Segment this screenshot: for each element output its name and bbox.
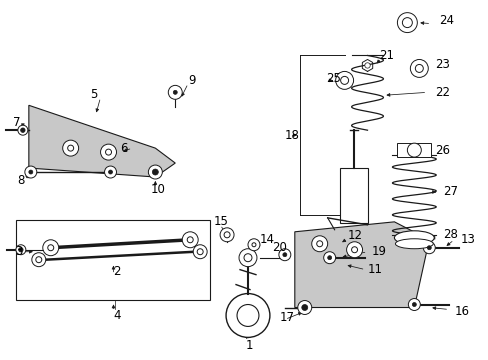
Polygon shape	[294, 222, 428, 307]
Polygon shape	[29, 105, 175, 177]
Text: 4: 4	[113, 309, 121, 322]
Circle shape	[182, 232, 198, 248]
Circle shape	[225, 293, 269, 337]
Circle shape	[173, 90, 177, 94]
Circle shape	[67, 145, 74, 151]
Text: 20: 20	[271, 241, 286, 254]
Text: 21: 21	[379, 49, 394, 62]
Text: 15: 15	[214, 215, 228, 228]
Circle shape	[346, 242, 362, 258]
Text: 5: 5	[90, 88, 98, 101]
Circle shape	[168, 85, 182, 99]
Text: 18: 18	[285, 129, 299, 142]
Circle shape	[224, 232, 229, 238]
Text: 28: 28	[442, 228, 457, 241]
Circle shape	[62, 140, 79, 156]
Text: 27: 27	[442, 185, 457, 198]
Text: 8: 8	[17, 174, 24, 186]
Text: 26: 26	[434, 144, 449, 157]
Text: 7: 7	[13, 116, 20, 129]
Circle shape	[340, 76, 348, 84]
Circle shape	[16, 245, 26, 255]
Circle shape	[364, 63, 369, 68]
Circle shape	[323, 252, 335, 264]
Circle shape	[101, 144, 116, 160]
Circle shape	[42, 240, 59, 256]
Circle shape	[301, 305, 307, 310]
Circle shape	[411, 302, 415, 306]
Circle shape	[297, 301, 311, 315]
Circle shape	[148, 165, 162, 179]
Circle shape	[244, 254, 251, 262]
Text: 6: 6	[120, 141, 128, 155]
Circle shape	[335, 71, 353, 89]
Circle shape	[29, 170, 33, 174]
Text: 2: 2	[113, 265, 121, 278]
Circle shape	[20, 128, 25, 132]
Text: 16: 16	[453, 305, 468, 318]
Circle shape	[397, 13, 416, 32]
Text: 24: 24	[438, 14, 453, 27]
Ellipse shape	[394, 231, 433, 245]
Circle shape	[402, 18, 411, 28]
Circle shape	[316, 241, 322, 247]
Text: 11: 11	[367, 263, 382, 276]
Circle shape	[104, 166, 116, 178]
Circle shape	[25, 166, 37, 178]
Circle shape	[239, 249, 256, 267]
Ellipse shape	[395, 239, 432, 249]
Circle shape	[36, 257, 41, 263]
Text: 12: 12	[347, 229, 362, 242]
Circle shape	[19, 247, 23, 252]
Circle shape	[187, 237, 193, 243]
Circle shape	[414, 64, 423, 72]
Circle shape	[18, 125, 28, 135]
Circle shape	[409, 59, 427, 77]
Circle shape	[108, 170, 112, 174]
Circle shape	[193, 245, 207, 259]
Text: 22: 22	[434, 86, 449, 99]
FancyBboxPatch shape	[339, 168, 367, 223]
Circle shape	[237, 305, 259, 327]
Circle shape	[278, 249, 290, 261]
Circle shape	[407, 143, 421, 157]
Circle shape	[247, 239, 260, 251]
Text: 14: 14	[260, 233, 274, 246]
Text: 13: 13	[460, 233, 475, 246]
Circle shape	[423, 242, 434, 254]
Circle shape	[407, 298, 420, 310]
FancyBboxPatch shape	[16, 220, 210, 300]
Circle shape	[327, 256, 331, 260]
Circle shape	[197, 249, 203, 255]
Text: 19: 19	[371, 245, 386, 258]
Circle shape	[220, 228, 234, 242]
Text: 23: 23	[434, 58, 449, 71]
Text: 1: 1	[245, 339, 253, 352]
Circle shape	[251, 243, 255, 247]
Circle shape	[105, 149, 111, 155]
Text: 3: 3	[15, 245, 22, 258]
Circle shape	[48, 245, 54, 251]
Circle shape	[351, 247, 357, 253]
Text: 25: 25	[325, 72, 340, 85]
Circle shape	[282, 253, 286, 257]
Circle shape	[427, 246, 430, 250]
Text: 17: 17	[279, 311, 294, 324]
Text: 9: 9	[188, 74, 195, 87]
FancyBboxPatch shape	[397, 143, 430, 157]
Circle shape	[32, 253, 46, 267]
Circle shape	[311, 236, 327, 252]
Circle shape	[152, 169, 158, 175]
Text: 10: 10	[150, 184, 165, 197]
